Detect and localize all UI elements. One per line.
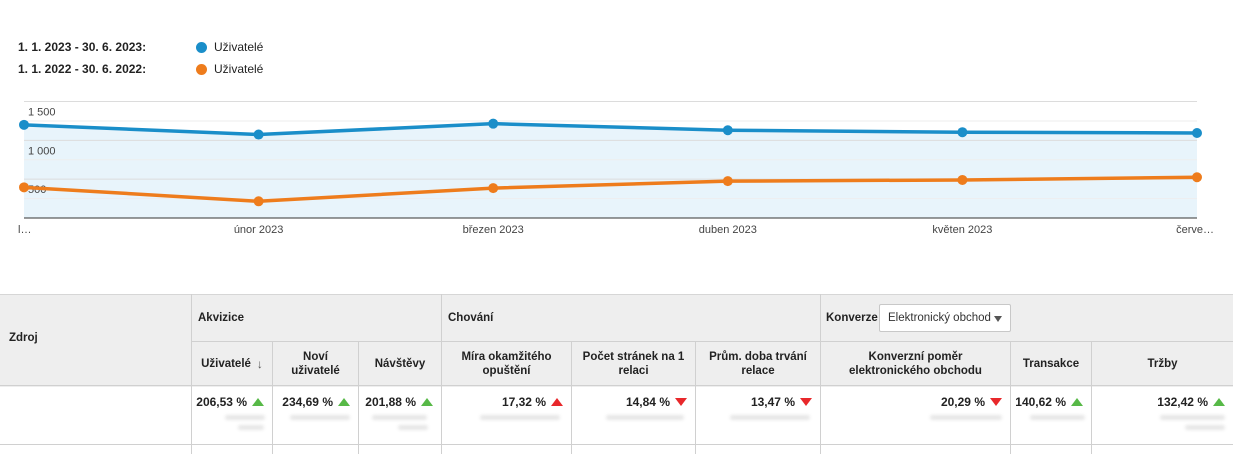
val-new-users: 234,69 % xyxy=(273,394,358,410)
val-ecommerce-conversion-rate-text: 20,29 % xyxy=(940,395,985,409)
legend-metric: Uživatelé xyxy=(214,40,264,54)
arrow-up-icon xyxy=(421,398,433,406)
col-sessions[interactable]: Návštěvy xyxy=(374,357,426,370)
val-users: 206,53 % xyxy=(192,394,272,410)
chart-legend: 1. 1. 2023 - 30. 6. 2023: Uživatelé 1. 1… xyxy=(18,36,263,80)
col-ecommerce-conversion-rate[interactable]: Konverzní poměr elektronického obchodu xyxy=(849,350,982,377)
val-sessions-text: 201,88 % xyxy=(365,395,416,409)
val-ecommerce-conversion-rate: 20,29 % xyxy=(821,394,1010,410)
source-header[interactable]: Zdroj xyxy=(9,332,38,344)
data-point xyxy=(253,196,264,207)
x-tick-label: květen 2023 xyxy=(932,224,992,236)
val-pages-per-session: 14,84 % xyxy=(572,394,695,410)
val-sessions: 201,88 % xyxy=(359,394,441,410)
report-table: Zdroj Akvizice Chování Konverze Elektron… xyxy=(0,294,1233,454)
y-tick-label: 1 000 xyxy=(28,145,56,157)
legend-metric: Uživatelé xyxy=(214,62,264,76)
col-transactions[interactable]: Transakce xyxy=(1022,357,1080,370)
data-point xyxy=(957,127,968,138)
val-avg-session-duration: 13,47 % xyxy=(696,394,820,410)
series-area xyxy=(24,123,1197,218)
data-point xyxy=(488,118,499,129)
group-conversion: Konverze xyxy=(826,312,878,324)
col-bounce-rate[interactable]: Míra okamžitého opuštění xyxy=(461,350,552,377)
x-tick-label: červe… xyxy=(1176,224,1214,236)
data-point xyxy=(957,174,968,185)
series-line-1 xyxy=(23,175,1198,204)
chevron-down-icon xyxy=(994,316,1002,322)
arrow-up-icon xyxy=(551,398,563,406)
data-point xyxy=(722,176,733,187)
data-point xyxy=(19,119,29,130)
val-revenue: 132,42 % xyxy=(1092,394,1233,410)
table-header xyxy=(0,294,1233,387)
data-point xyxy=(722,125,733,136)
data-point xyxy=(1192,127,1202,138)
val-bounce-rate: 17,32 % xyxy=(442,394,571,410)
val-avg-session-duration-text: 13,47 % xyxy=(750,395,795,409)
col-users[interactable]: Uživatelé ↓ xyxy=(192,342,272,385)
val-pages-per-session-text: 14,84 % xyxy=(625,395,670,409)
legend-range: 1. 1. 2023 - 30. 6. 2023: xyxy=(18,40,147,54)
col-new-users[interactable]: Noví uživatelé xyxy=(291,350,340,377)
data-point xyxy=(488,183,499,194)
legend-range: 1. 1. 2022 - 30. 6. 2022: xyxy=(18,62,147,76)
val-revenue-text: 132,42 % xyxy=(1157,395,1208,409)
group-acquisition: Akvizice xyxy=(198,312,245,324)
x-tick-label: l… xyxy=(18,224,31,236)
col-avg-session-duration[interactable]: Prům. doba trvání relace xyxy=(709,350,807,377)
x-tick-label: únor 2023 xyxy=(234,224,284,236)
conversion-select[interactable]: Elektronický obchod xyxy=(879,304,1011,332)
legend-dot-icon xyxy=(196,63,207,75)
val-transactions: 140,62 % xyxy=(1011,394,1091,410)
val-bounce-rate-text: 17,32 % xyxy=(501,395,546,409)
data-point xyxy=(253,129,264,140)
col-pages-per-session[interactable]: Počet stránek na 1 relaci xyxy=(582,350,685,377)
y-tick-label: 1 500 xyxy=(28,107,56,119)
legend-item-2022[interactable]: 1. 1. 2022 - 30. 6. 2022: Uživatelé xyxy=(18,58,263,80)
val-new-users-text: 234,69 % xyxy=(282,395,333,409)
arrow-up-icon xyxy=(1071,398,1083,406)
data-point xyxy=(1192,172,1202,183)
col-revenue[interactable]: Tržby xyxy=(1147,357,1178,370)
arrow-down-icon xyxy=(990,398,1002,406)
arrow-up-icon xyxy=(338,398,350,406)
val-users-text: 206,53 % xyxy=(196,395,247,409)
data-point xyxy=(19,182,29,193)
arrow-down-icon xyxy=(675,398,687,406)
legend-dot-icon xyxy=(196,41,207,53)
group-behavior: Chování xyxy=(448,312,494,324)
col-users-label: Uživatelé xyxy=(201,357,251,370)
conversion-select-value: Elektronický obchod xyxy=(888,312,991,324)
sort-down-icon[interactable]: ↓ xyxy=(256,356,263,371)
arrow-up-icon xyxy=(252,398,264,406)
series-line-0 xyxy=(23,121,1198,137)
arrow-down-icon xyxy=(800,398,812,406)
val-transactions-text: 140,62 % xyxy=(1015,395,1066,409)
x-tick-label: březen 2023 xyxy=(463,224,524,236)
legend-item-2023[interactable]: 1. 1. 2023 - 30. 6. 2023: Uživatelé xyxy=(18,36,263,58)
x-tick-label: duben 2023 xyxy=(699,224,757,236)
arrow-up-icon xyxy=(1213,398,1225,406)
